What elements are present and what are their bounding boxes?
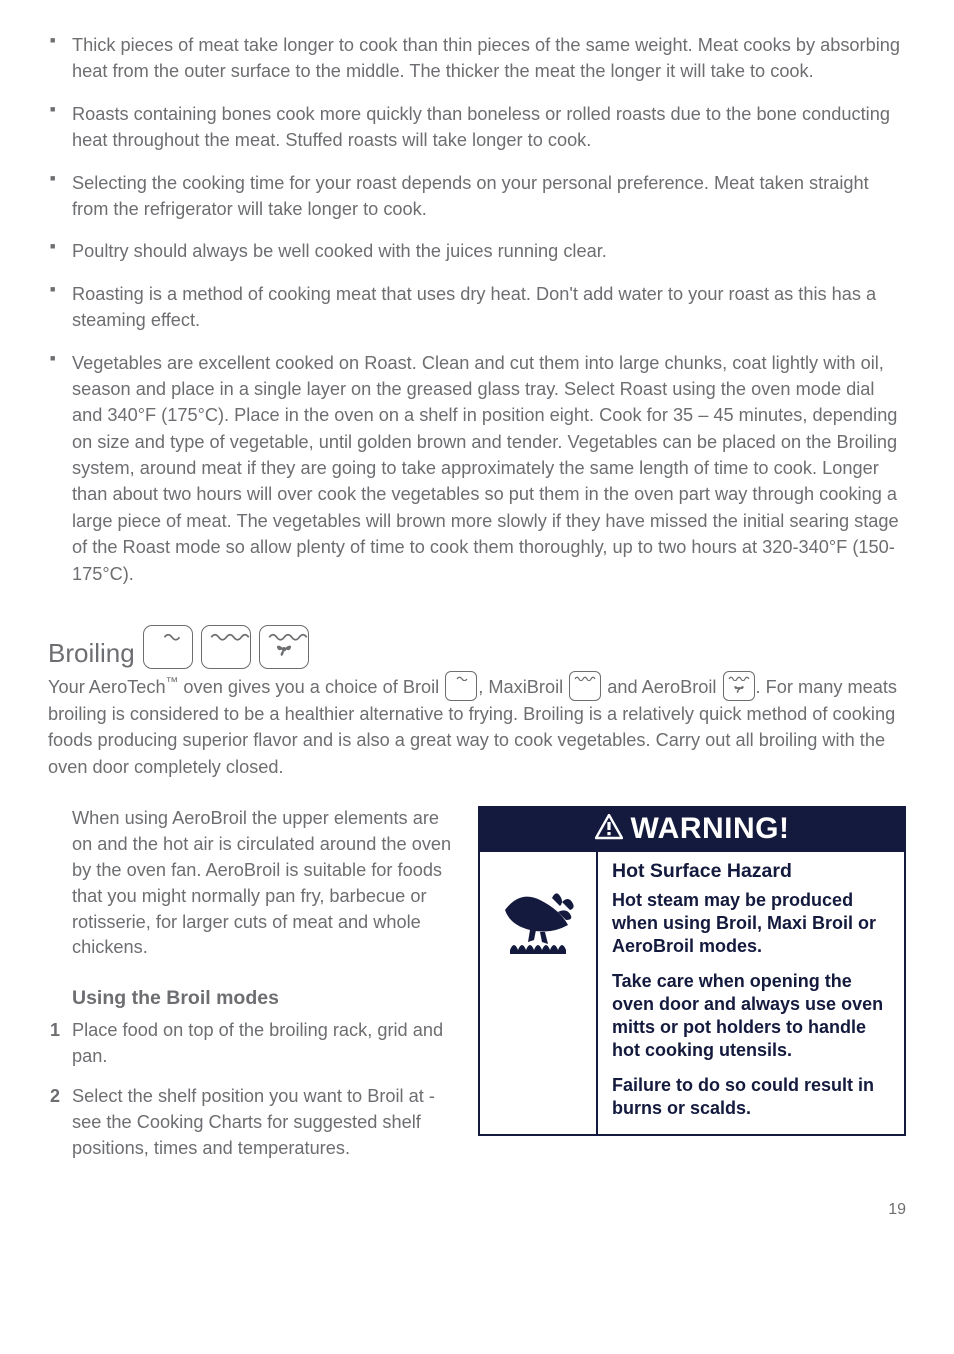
warning-triangle-icon [595, 814, 623, 844]
tip-item: Roasting is a method of cooking meat tha… [48, 281, 906, 334]
two-column-layout: When using AeroBroil the upper elements … [48, 806, 906, 1175]
warning-text-cell: Hot Surface Hazard Hot steam may be prod… [598, 852, 904, 1134]
step-item: Place food on top of the broiling rack, … [48, 1018, 460, 1070]
broil-icon [445, 671, 477, 701]
warning-paragraph: Hot steam may be produced when using Bro… [612, 889, 890, 958]
intro-text: Your AeroTech [48, 677, 166, 697]
warning-paragraph: Failure to do so could result in burns o… [612, 1074, 890, 1120]
warning-title: Hot Surface Hazard [612, 860, 890, 883]
maxibroil-icon [569, 671, 601, 701]
broil-steps-list: Place food on top of the broiling rack, … [48, 1018, 460, 1161]
intro-text: and AeroBroil [602, 677, 721, 697]
broiling-intro: Your AeroTech™ oven gives you a choice o… [48, 671, 906, 780]
warning-body: Hot Surface Hazard Hot steam may be prod… [480, 852, 904, 1134]
tip-item: Roasts containing bones cook more quickl… [48, 101, 906, 154]
warning-paragraph: Take care when opening the oven door and… [612, 970, 890, 1062]
warning-header: WARNING! [480, 808, 904, 852]
left-column: When using AeroBroil the upper elements … [48, 806, 460, 1175]
using-broil-modes-heading: Using the Broil modes [72, 987, 460, 1010]
page: Thick pieces of meat take longer to cook… [0, 0, 954, 1249]
hot-surface-icon [490, 870, 586, 966]
warning-icon-cell [480, 852, 598, 1134]
broil-icon [143, 625, 193, 669]
broiling-heading-row: Broiling [48, 625, 906, 669]
tip-item: Poultry should always be well cooked wit… [48, 238, 906, 264]
warning-box: WARNING! [478, 806, 906, 1136]
intro-text: , MaxiBroil [478, 677, 568, 697]
intro-text: oven gives you a choice of Broil [178, 677, 444, 697]
aerobroil-description: When using AeroBroil the upper elements … [72, 806, 460, 961]
aerobroil-icon [259, 625, 309, 669]
page-number: 19 [48, 1201, 906, 1219]
maxibroil-icon [201, 625, 251, 669]
tip-item: Thick pieces of meat take longer to cook… [48, 32, 906, 85]
step-item: Select the shelf position you want to Br… [48, 1084, 460, 1162]
aerobroil-icon [723, 671, 755, 701]
cooking-tips-list: Thick pieces of meat take longer to cook… [48, 32, 906, 587]
tip-item: Selecting the cooking time for your roas… [48, 170, 906, 223]
broiling-heading: Broiling [48, 638, 135, 669]
warning-header-text: WARNING! [631, 812, 790, 846]
tip-item: Vegetables are excellent cooked on Roast… [48, 350, 906, 588]
trademark-symbol: ™ [166, 674, 179, 689]
right-column: WARNING! [478, 806, 906, 1136]
